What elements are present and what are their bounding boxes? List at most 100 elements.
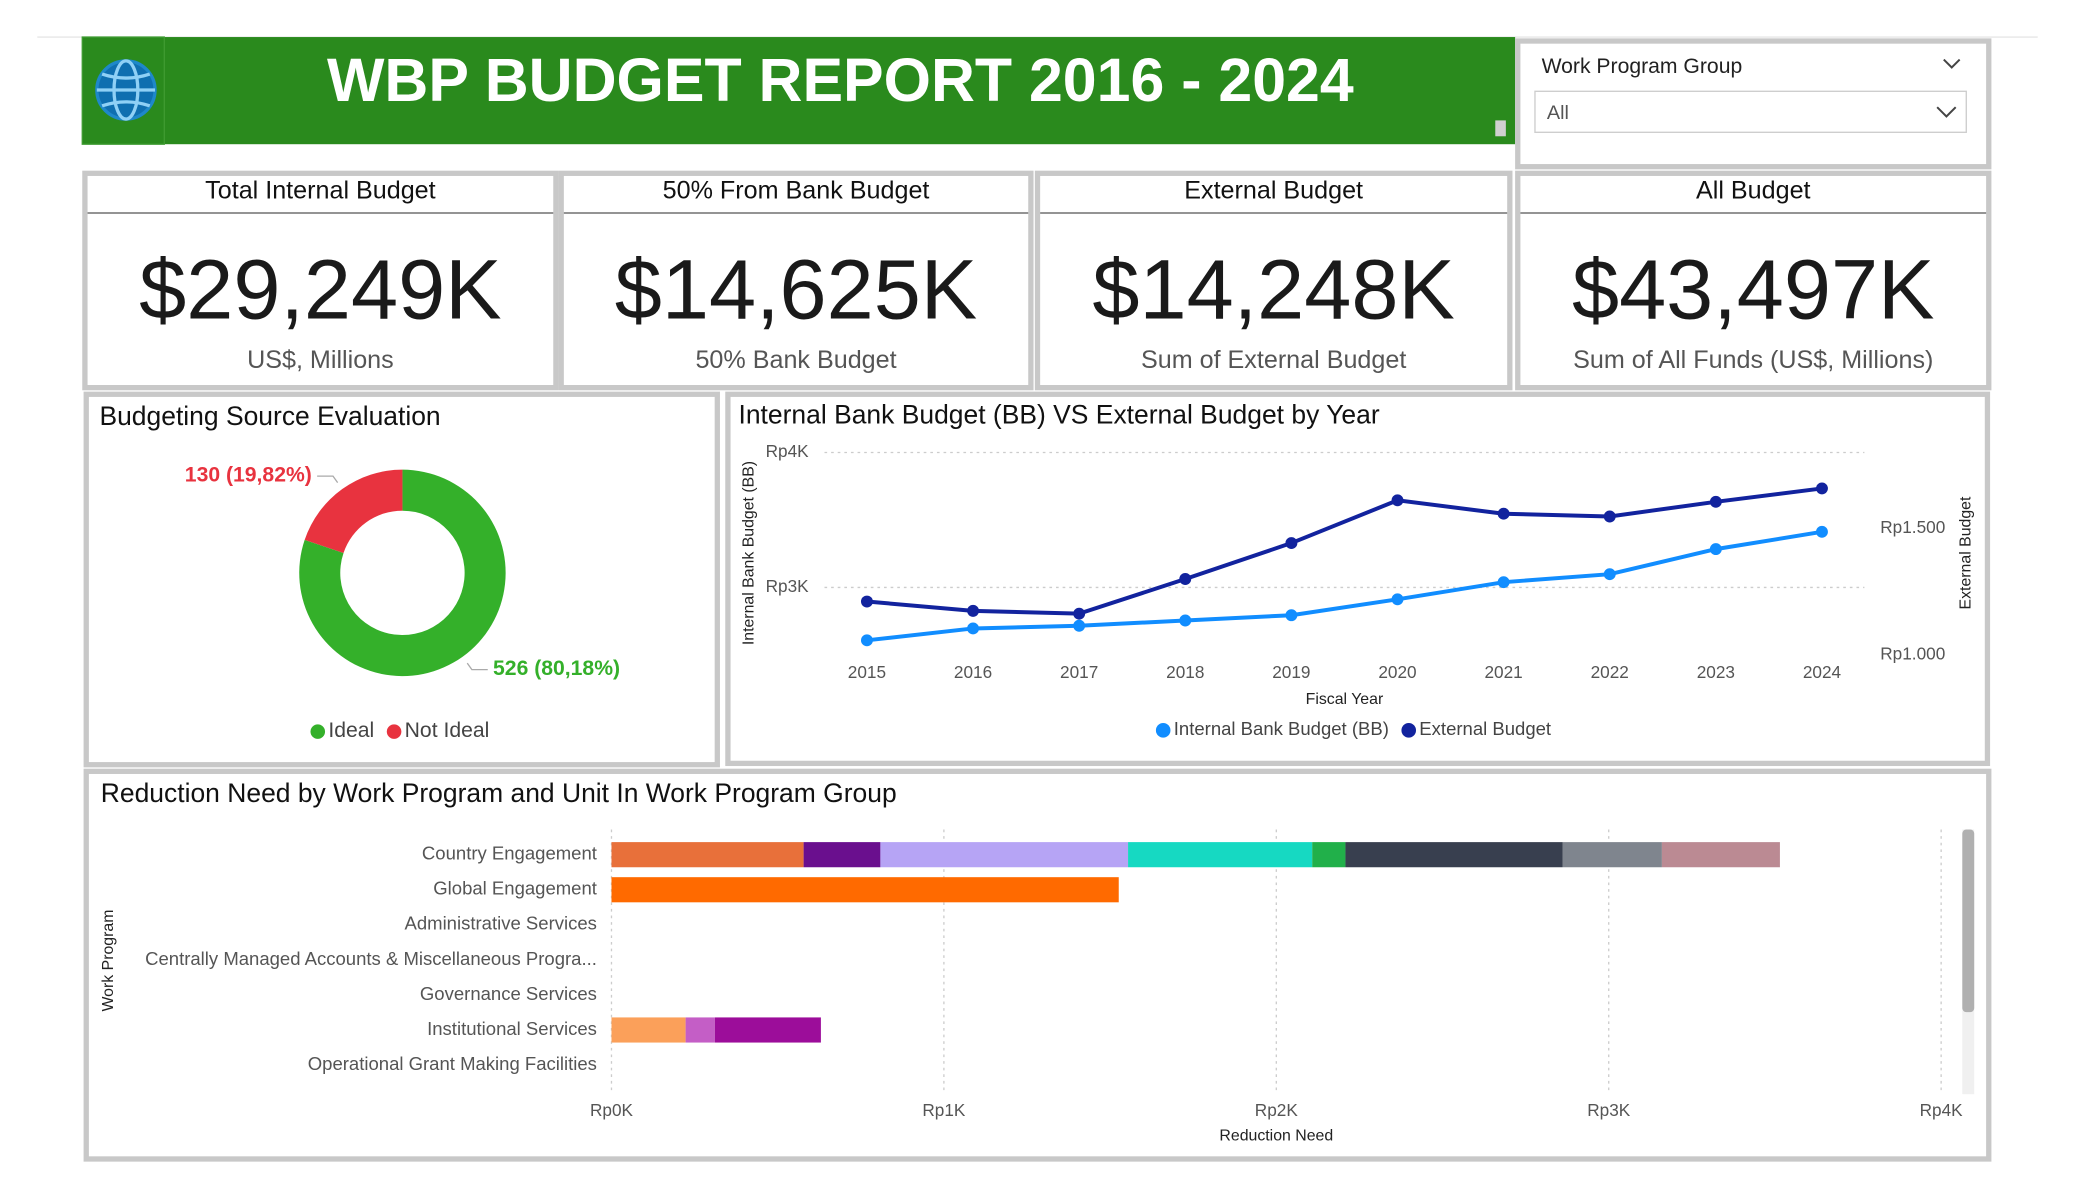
data-point <box>1603 510 1616 523</box>
data-point <box>1073 607 1086 620</box>
y-axis-title: Work Program <box>100 910 117 1012</box>
data-point <box>1497 576 1510 589</box>
data-point <box>1073 619 1086 632</box>
chart-title: Reduction Need by Work Program and Unit … <box>101 778 897 808</box>
kpi-card <box>1515 170 1992 391</box>
data-point <box>1391 593 1404 606</box>
legend-marker <box>1401 723 1417 738</box>
category-label: Country Engagement <box>422 843 598 864</box>
kpi-card <box>82 170 559 391</box>
data-point <box>1285 609 1298 622</box>
card-subtitle: Sum of All Funds (US$, Millions) <box>1573 346 1933 374</box>
card-subtitle: 50% Bank Budget <box>695 346 896 374</box>
donut-panel <box>83 391 720 768</box>
header-banner <box>82 37 1516 145</box>
x-tick-label: Rp2K <box>1255 1100 1299 1120</box>
line-panel <box>725 391 1991 767</box>
category-label: Institutional Services <box>427 1018 597 1039</box>
bar-segment <box>1312 842 1346 868</box>
bar-segment <box>685 1017 715 1043</box>
data-label: 526 (80,18%) <box>493 657 620 680</box>
legend-marker <box>310 724 326 739</box>
kpi-card <box>1034 170 1513 391</box>
data-point <box>1816 525 1828 538</box>
label-leader <box>317 475 339 483</box>
y-axis-title: Internal Bank Budget (BB) <box>740 461 757 645</box>
series-line <box>866 486 1823 616</box>
x-tick-label: Rp3K <box>1587 1100 1631 1120</box>
bar-segment <box>611 877 1119 903</box>
x-tick-label: 2024 <box>1803 662 1842 682</box>
scroll-handle <box>1495 120 1506 137</box>
bar-segment <box>1661 842 1780 868</box>
filter-collapse-icon[interactable] <box>1943 58 1961 69</box>
x-tick-label: 2023 <box>1697 662 1735 682</box>
bar-segment <box>611 842 804 868</box>
bar-segment <box>803 842 881 868</box>
scrollbar-thumb[interactable] <box>1962 829 1975 1013</box>
card-title: Total Internal Budget <box>205 176 435 204</box>
kpi-card <box>558 170 1034 391</box>
chart-title: Internal Bank Budget (BB) VS External Bu… <box>738 400 1379 430</box>
category-label: Governance Services <box>420 983 597 1004</box>
legend-label: Not Ideal <box>405 719 490 742</box>
card-title: External Budget <box>1184 176 1363 204</box>
bar-segment <box>714 1017 821 1043</box>
card-subtitle: Sum of External Budget <box>1141 346 1406 374</box>
data-point <box>1709 543 1722 556</box>
donut-slice <box>304 469 403 553</box>
data-point <box>967 604 980 617</box>
data-point <box>1179 614 1192 627</box>
data-point <box>1816 482 1828 495</box>
data-point <box>1603 568 1616 581</box>
x-tick-label: 2017 <box>1060 662 1098 682</box>
data-point <box>1179 573 1192 585</box>
legend-label: External Budget <box>1419 718 1552 739</box>
globe-logo <box>95 59 157 121</box>
x-tick-label: 2019 <box>1272 662 1310 682</box>
x-tick-label: 2022 <box>1591 662 1629 682</box>
card-title: 50% From Bank Budget <box>663 176 930 204</box>
bar-segment <box>880 842 1129 868</box>
bar-panel <box>83 768 1992 1162</box>
legend-marker <box>386 724 402 739</box>
bar-segment <box>1345 842 1563 868</box>
data-label: 130 (19,82%) <box>185 464 312 487</box>
x-axis-title: Reduction Need <box>1219 1128 1333 1145</box>
x-tick-label: 2015 <box>848 662 886 682</box>
legend-label: Internal Bank Budget (BB) <box>1174 718 1389 739</box>
filter-dropdown[interactable] <box>1534 90 1967 133</box>
data-point <box>1391 494 1404 507</box>
series-line <box>866 529 1823 643</box>
category-label: Global Engagement <box>433 878 598 899</box>
legend-label: Ideal <box>328 719 374 742</box>
x-tick-label: 2020 <box>1378 662 1416 682</box>
data-point <box>860 595 873 608</box>
x-tick-label: 2021 <box>1484 662 1522 682</box>
card-value: $29,249K <box>139 242 501 337</box>
bar-segment <box>1128 842 1313 868</box>
bar-segment <box>1562 842 1662 868</box>
filter-label: Work Program Group <box>1542 55 1743 78</box>
y-tick-label: Rp4K <box>766 441 810 461</box>
card-value: $14,625K <box>615 242 977 337</box>
category-label: Centrally Managed Accounts & Miscellaneo… <box>145 948 597 969</box>
x-tick-label: 2016 <box>954 662 992 682</box>
card-title: All Budget <box>1696 176 1811 204</box>
report-title: WBP BUDGET REPORT 2016 - 2024 <box>327 46 1354 114</box>
y2-tick-label: Rp1.000 <box>1880 643 1945 663</box>
y-tick-label: Rp3K <box>766 576 810 596</box>
x-axis-title: Fiscal Year <box>1306 691 1384 708</box>
chart-title: Budgeting Source Evaluation <box>99 401 440 431</box>
filter-value: All <box>1547 102 1569 124</box>
card-value: $43,497K <box>1572 242 1934 337</box>
donut-slice <box>299 469 506 677</box>
x-tick-label: Rp1K <box>922 1100 966 1120</box>
dropdown-chevron[interactable] <box>1936 106 1957 118</box>
label-leader <box>466 662 488 671</box>
y2-tick-label: Rp1.500 <box>1880 517 1945 537</box>
x-tick-label: 2018 <box>1166 662 1204 682</box>
y2-axis-title: External Budget <box>1957 496 1974 609</box>
data-point <box>860 634 873 647</box>
card-value: $14,248K <box>1092 242 1454 337</box>
